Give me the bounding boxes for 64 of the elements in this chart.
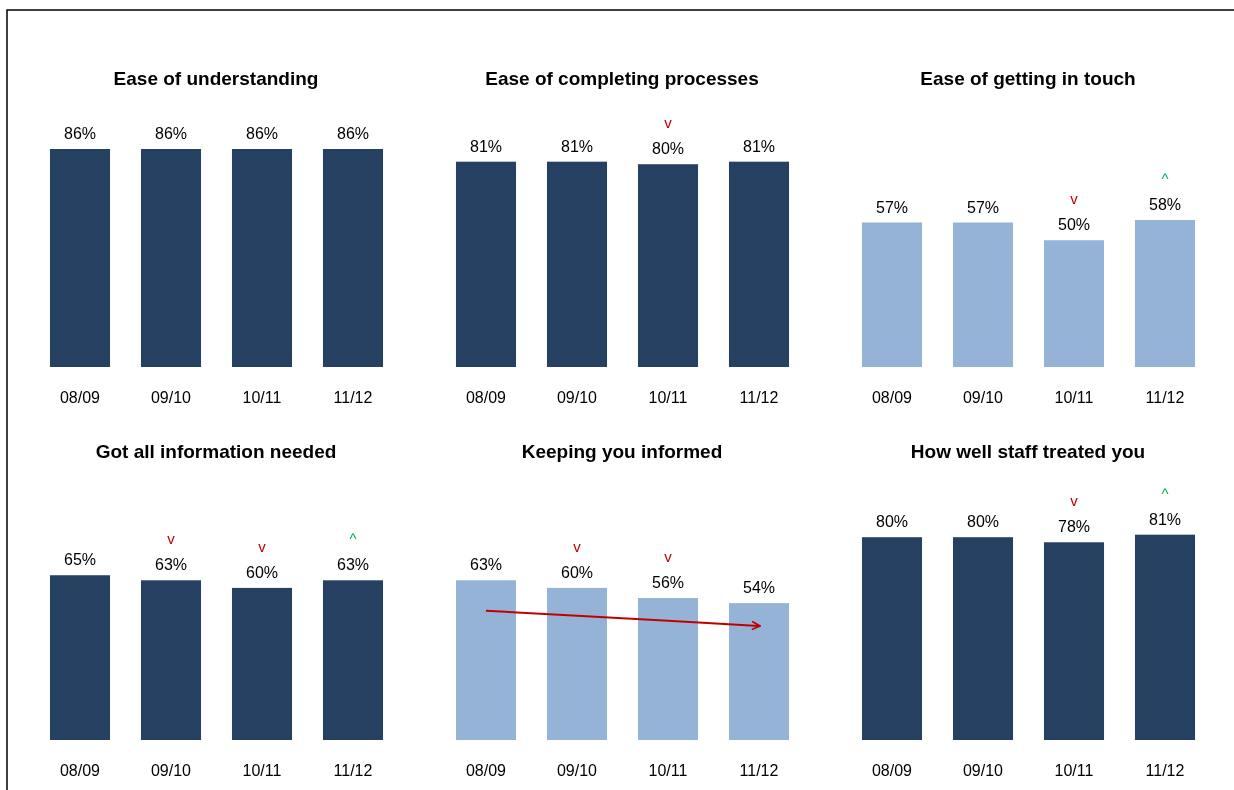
x-tick-label: 08/09 — [465, 762, 507, 779]
data-label: 56% — [651, 574, 685, 592]
data-label: 80% — [651, 140, 685, 158]
x-tick-label: 11/12 — [333, 389, 373, 406]
chart-title: Ease of getting in touch — [920, 68, 1136, 89]
x-tick-label: 10/11 — [242, 389, 282, 406]
data-label: 86% — [336, 125, 370, 142]
chart-title: How well staff treated you — [910, 441, 1146, 462]
x-tick-label: 09/10 — [962, 762, 1004, 779]
data-label: 81% — [742, 137, 776, 155]
x-tick-label: 08/09 — [59, 389, 101, 406]
data-label: 57% — [966, 198, 1000, 216]
data-label: 80% — [875, 513, 909, 531]
x-tick-label: 10/11 — [242, 762, 282, 779]
annotation: v — [573, 537, 582, 555]
data-label: 60% — [560, 563, 594, 581]
annotation: v — [664, 548, 673, 566]
data-label: 81% — [469, 137, 503, 155]
x-tick-label: 11/12 — [739, 389, 779, 406]
data-label: 86% — [63, 125, 97, 142]
x-tick-label: 09/10 — [150, 389, 192, 406]
chart-title: Ease of understanding — [113, 68, 319, 89]
data-label: 81% — [560, 137, 594, 155]
data-label: 65% — [63, 551, 97, 569]
x-tick-label: 10/11 — [648, 762, 688, 779]
data-label: 58% — [1148, 195, 1182, 213]
x-tick-label: 10/11 — [648, 389, 688, 406]
x-tick-label: 08/09 — [465, 389, 507, 406]
data-label: 80% — [966, 513, 1000, 531]
x-tick-label: 09/10 — [556, 762, 598, 779]
x-tick-label: 10/11 — [1054, 762, 1094, 779]
data-label: 78% — [1057, 518, 1091, 536]
x-tick-label: 09/10 — [150, 762, 192, 779]
data-label: 60% — [245, 563, 279, 581]
x-tick-label: 10/11 — [1054, 389, 1094, 406]
annotation: v — [167, 530, 176, 548]
data-label: 63% — [336, 556, 370, 574]
x-tick-label: 09/10 — [962, 389, 1004, 406]
x-tick-label: 11/12 — [1145, 762, 1185, 779]
x-tick-label: 11/12 — [1145, 389, 1185, 406]
x-tick-label: 11/12 — [739, 762, 779, 779]
x-tick-label: 09/10 — [556, 389, 598, 406]
annotation: ^ — [349, 530, 357, 548]
data-label: 81% — [1148, 510, 1182, 528]
chart-title: Ease of completing processes — [485, 68, 759, 89]
data-label: 57% — [875, 198, 909, 216]
x-tick-label: 08/09 — [871, 762, 913, 779]
annotation: ^ — [1161, 169, 1169, 187]
data-label: 54% — [742, 579, 776, 597]
annotation: v — [1070, 492, 1079, 510]
x-tick-label: 08/09 — [59, 762, 101, 779]
annotation: v — [1070, 190, 1079, 208]
x-tick-label: 11/12 — [333, 762, 373, 779]
data-label: 63% — [154, 556, 188, 574]
data-label: 50% — [1057, 216, 1091, 234]
data-label: 63% — [469, 556, 503, 574]
x-tick-label: 08/09 — [871, 389, 913, 406]
data-label: 86% — [154, 125, 188, 142]
annotation: v — [664, 114, 673, 132]
annotation: v — [258, 537, 267, 555]
data-label: 86% — [245, 125, 279, 142]
chart-title: Keeping you informed — [521, 441, 723, 462]
annotation: ^ — [1161, 484, 1169, 502]
chart-title: Got all information needed — [95, 441, 337, 462]
